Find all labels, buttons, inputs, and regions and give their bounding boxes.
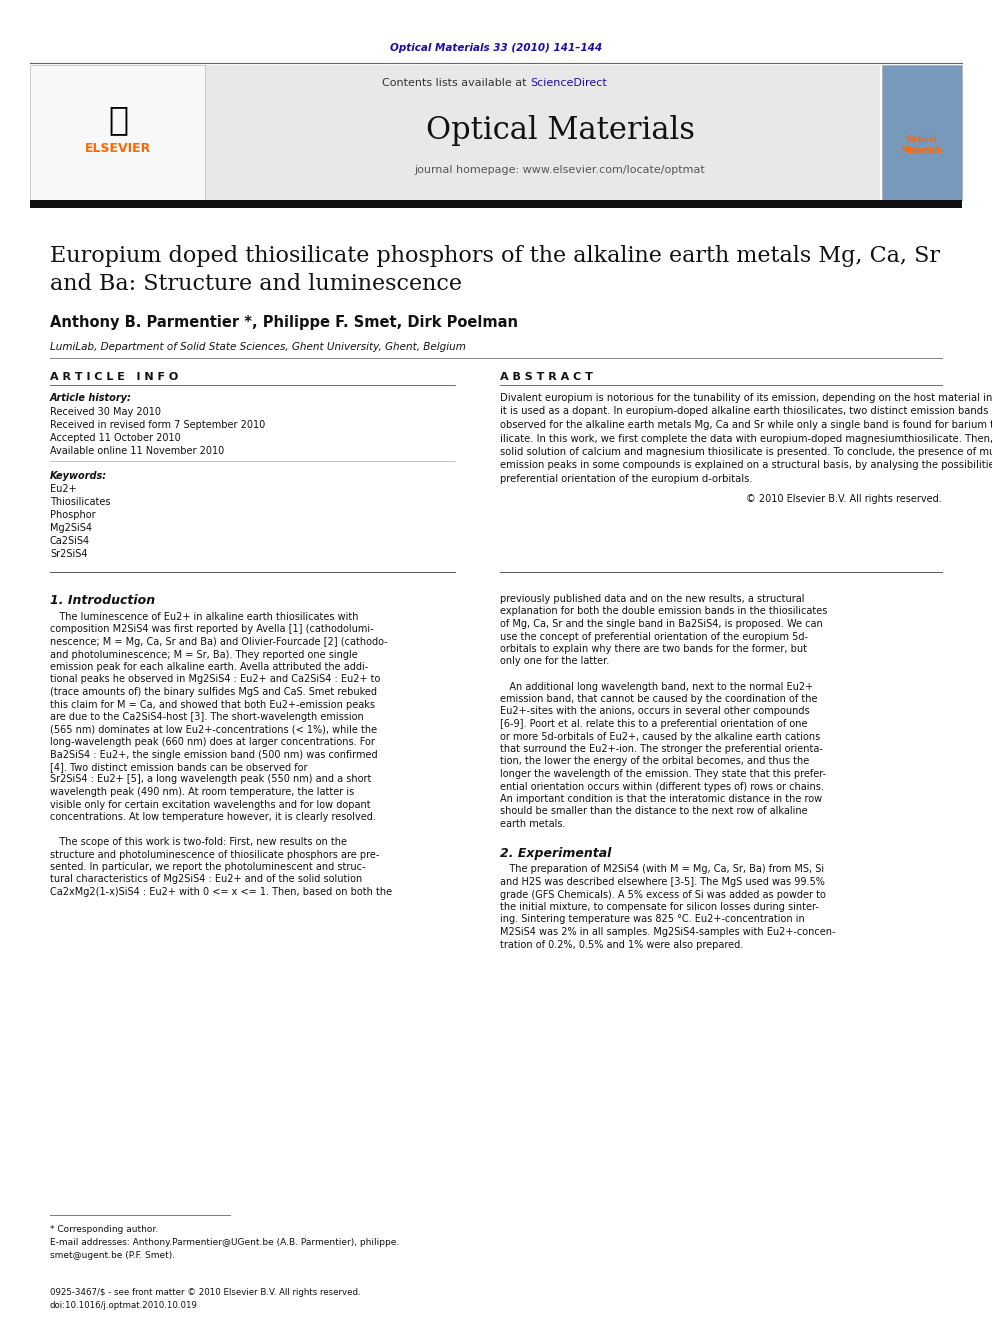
Text: An additional long wavelength band, next to the normal Eu2+: An additional long wavelength band, next… [500,681,813,692]
Text: preferential orientation of the europium d-orbitals.: preferential orientation of the europium… [500,474,753,484]
Text: Optical Materials 33 (2010) 141–144: Optical Materials 33 (2010) 141–144 [390,44,602,53]
Text: Thiosilicates: Thiosilicates [50,497,110,507]
Text: ential orientation occurs within (different types of) rows or chains.: ential orientation occurs within (differ… [500,782,824,791]
Text: use the concept of preferential orientation of the europium 5d-: use the concept of preferential orientat… [500,631,808,642]
Text: tional peaks he observed in Mg2SiS4 : Eu2+ and Ca2SiS4 : Eu2+ to: tional peaks he observed in Mg2SiS4 : Eu… [50,675,380,684]
Text: doi:10.1016/j.optmat.2010.10.019: doi:10.1016/j.optmat.2010.10.019 [50,1301,197,1310]
Text: explanation for both the double emission bands in the thiosilicates: explanation for both the double emission… [500,606,827,617]
Bar [30,200,962,208]
Text: Ca2xMg2(1-x)SiS4 : Eu2+ with 0 <= x <= 1. Then, based on both the: Ca2xMg2(1-x)SiS4 : Eu2+ with 0 <= x <= 1… [50,886,392,897]
Text: structure and photoluminescence of thiosilicate phosphors are pre-: structure and photoluminescence of thios… [50,849,379,860]
Text: sented. In particular, we report the photoluminescent and struc-: sented. In particular, we report the pho… [50,863,365,872]
Bar [30,65,880,200]
Text: The luminescence of Eu2+ in alkaline earth thiosilicates with: The luminescence of Eu2+ in alkaline ear… [50,613,358,622]
Text: smet@ugent.be (P.F. Smet).: smet@ugent.be (P.F. Smet). [50,1252,176,1259]
Text: Sr2SiS4: Sr2SiS4 [50,549,87,560]
Text: Mg2SiS4: Mg2SiS4 [50,523,92,533]
Text: Eu2+: Eu2+ [50,484,76,493]
Text: A R T I C L E   I N F O: A R T I C L E I N F O [50,372,179,382]
Text: 0925-3467/$ - see front matter © 2010 Elsevier B.V. All rights reserved.: 0925-3467/$ - see front matter © 2010 El… [50,1289,361,1297]
Text: 🌲: 🌲 [108,103,128,136]
Text: longer the wavelength of the emission. They state that this prefer-: longer the wavelength of the emission. T… [500,769,826,779]
Text: M2SiS4 was 2% in all samples. Mg2SiS4-samples with Eu2+-concen-: M2SiS4 was 2% in all samples. Mg2SiS4-sa… [500,927,835,937]
Text: of Mg, Ca, Sr and the single band in Ba2SiS4, is proposed. We can: of Mg, Ca, Sr and the single band in Ba2… [500,619,822,628]
Text: tration of 0.2%, 0.5% and 1% were also prepared.: tration of 0.2%, 0.5% and 1% were also p… [500,939,743,950]
Text: visible only for certain excitation wavelengths and for low dopant: visible only for certain excitation wave… [50,799,371,810]
Text: composition M2SiS4 was first reported by Avella [1] (cathodolumi-: composition M2SiS4 was first reported by… [50,624,374,635]
Text: wavelength peak (490 nm). At room temperature, the latter is: wavelength peak (490 nm). At room temper… [50,787,354,796]
Text: should be smaller than the distance to the next row of alkaline: should be smaller than the distance to t… [500,807,807,816]
Text: and photoluminescence; M = Sr, Ba). They reported one single: and photoluminescence; M = Sr, Ba). They… [50,650,358,659]
Text: (565 nm) dominates at low Eu2+-concentrations (< 1%), while the: (565 nm) dominates at low Eu2+-concentra… [50,725,377,734]
Text: Ba2SiS4 : Eu2+, the single emission band (500 nm) was confirmed: Ba2SiS4 : Eu2+, the single emission band… [50,750,378,759]
Text: Available online 11 November 2010: Available online 11 November 2010 [50,446,224,456]
Text: A B S T R A C T: A B S T R A C T [500,372,593,382]
Text: emission band, that cannot be caused by the coordination of the: emission band, that cannot be caused by … [500,695,817,704]
Text: © 2010 Elsevier B.V. All rights reserved.: © 2010 Elsevier B.V. All rights reserved… [746,493,942,504]
Text: previously published data and on the new results, a structural: previously published data and on the new… [500,594,805,605]
Text: ELSEVIER: ELSEVIER [85,142,151,155]
Text: observed for the alkaline earth metals Mg, Ca and Sr while only a single band is: observed for the alkaline earth metals M… [500,419,992,430]
Text: tion, the lower the energy of the orbital becomes, and thus the: tion, the lower the energy of the orbita… [500,757,809,766]
Text: * Corresponding author.: * Corresponding author. [50,1225,158,1234]
Text: Optical
Materials: Optical Materials [902,135,942,155]
Text: it is used as a dopant. In europium-doped alkaline earth thiosilicates, two dist: it is used as a dopant. In europium-dope… [500,406,992,417]
Text: Anthony B. Parmentier *, Philippe F. Smet, Dirk Poelman: Anthony B. Parmentier *, Philippe F. Sme… [50,315,518,329]
Text: Optical Materials: Optical Materials [426,115,694,146]
Text: this claim for M = Ca, and showed that both Eu2+-emission peaks: this claim for M = Ca, and showed that b… [50,700,375,709]
Text: journal homepage: www.elsevier.com/locate/optmat: journal homepage: www.elsevier.com/locat… [415,165,705,175]
Bar [882,65,962,200]
Text: An important condition is that the interatomic distance in the row: An important condition is that the inter… [500,794,822,804]
Bar [30,65,205,200]
Text: nescence; M = Mg, Ca, Sr and Ba) and Olivier-Fourcade [2] (cathodo-: nescence; M = Mg, Ca, Sr and Ba) and Oli… [50,636,388,647]
Text: (trace amounts of) the binary sulfides MgS and CaS. Smet rebuked: (trace amounts of) the binary sulfides M… [50,687,377,697]
Text: Eu2+-sites with the anions, occurs in several other compounds: Eu2+-sites with the anions, occurs in se… [500,706,809,717]
Text: Accepted 11 October 2010: Accepted 11 October 2010 [50,433,181,443]
Text: long-wavelength peak (660 nm) does at larger concentrations. For: long-wavelength peak (660 nm) does at la… [50,737,375,747]
Text: or more 5d-orbitals of Eu2+, caused by the alkaline earth cations: or more 5d-orbitals of Eu2+, caused by t… [500,732,820,741]
Text: The scope of this work is two-fold: First, new results on the: The scope of this work is two-fold: Firs… [50,837,347,847]
Text: [4]. Two distinct emission bands can be observed for: [4]. Two distinct emission bands can be … [50,762,308,773]
Text: LumiLab, Department of Solid State Sciences, Ghent University, Ghent, Belgium: LumiLab, Department of Solid State Scien… [50,343,466,352]
Text: earth metals.: earth metals. [500,819,565,830]
Text: only one for the latter.: only one for the latter. [500,656,609,667]
Text: grade (GFS Chemicals). A 5% excess of Si was added as powder to: grade (GFS Chemicals). A 5% excess of Si… [500,889,826,900]
Text: Europium doped thiosilicate phosphors of the alkaline earth metals Mg, Ca, Sr
an: Europium doped thiosilicate phosphors of… [50,245,940,295]
Text: Keywords:: Keywords: [50,471,107,482]
Text: Received 30 May 2010: Received 30 May 2010 [50,407,161,417]
Text: 2. Experimental: 2. Experimental [500,847,611,860]
Text: tural characteristics of Mg2SiS4 : Eu2+ and of the solid solution: tural characteristics of Mg2SiS4 : Eu2+ … [50,875,362,885]
Text: E-mail addresses: Anthony.Parmentier@UGent.be (A.B. Parmentier), philippe.: E-mail addresses: Anthony.Parmentier@UGe… [50,1238,399,1248]
Text: are due to the Ca2SiS4-host [3]. The short-wavelength emission: are due to the Ca2SiS4-host [3]. The sho… [50,712,364,722]
Text: orbitals to explain why there are two bands for the former, but: orbitals to explain why there are two ba… [500,644,807,654]
Text: ilicate. In this work, we first complete the data with europium-doped magnesiumt: ilicate. In this work, we first complete… [500,434,992,443]
Text: concentrations. At low temperature however, it is clearly resolved.: concentrations. At low temperature howev… [50,812,376,822]
Text: emission peak for each alkaline earth. Avella attributed the addi-: emission peak for each alkaline earth. A… [50,662,368,672]
Text: Received in revised form 7 September 2010: Received in revised form 7 September 201… [50,419,265,430]
Text: [6-9]. Poort et al. relate this to a preferential orientation of one: [6-9]. Poort et al. relate this to a pre… [500,718,807,729]
Text: Sr2SiS4 : Eu2+ [5], a long wavelength peak (550 nm) and a short: Sr2SiS4 : Eu2+ [5], a long wavelength pe… [50,774,371,785]
Text: Article history:: Article history: [50,393,132,404]
Text: that surround the Eu2+-ion. The stronger the preferential orienta-: that surround the Eu2+-ion. The stronger… [500,744,823,754]
Text: Divalent europium is notorious for the tunability of its emission, depending on : Divalent europium is notorious for the t… [500,393,992,404]
Text: and H2S was described elsewhere [3-5]. The MgS used was 99.5%: and H2S was described elsewhere [3-5]. T… [500,877,825,886]
Text: Contents lists available at: Contents lists available at [382,78,530,89]
Text: Phosphor: Phosphor [50,509,95,520]
Text: the initial mixture, to compensate for silicon losses during sinter-: the initial mixture, to compensate for s… [500,902,818,912]
Text: solid solution of calcium and magnesium thiosilicate is presented. To conclude, : solid solution of calcium and magnesium … [500,447,992,456]
Text: 1. Introduction: 1. Introduction [50,594,155,607]
Text: The preparation of M2SiS4 (with M = Mg, Ca, Sr, Ba) from MS, Si: The preparation of M2SiS4 (with M = Mg, … [500,864,824,875]
Text: ing. Sintering temperature was 825 °C. Eu2+-concentration in: ing. Sintering temperature was 825 °C. E… [500,914,805,925]
Text: emission peaks in some compounds is explained on a structural basis, by analysin: emission peaks in some compounds is expl… [500,460,992,471]
Text: ScienceDirect: ScienceDirect [530,78,607,89]
Text: Ca2SiS4: Ca2SiS4 [50,536,90,546]
